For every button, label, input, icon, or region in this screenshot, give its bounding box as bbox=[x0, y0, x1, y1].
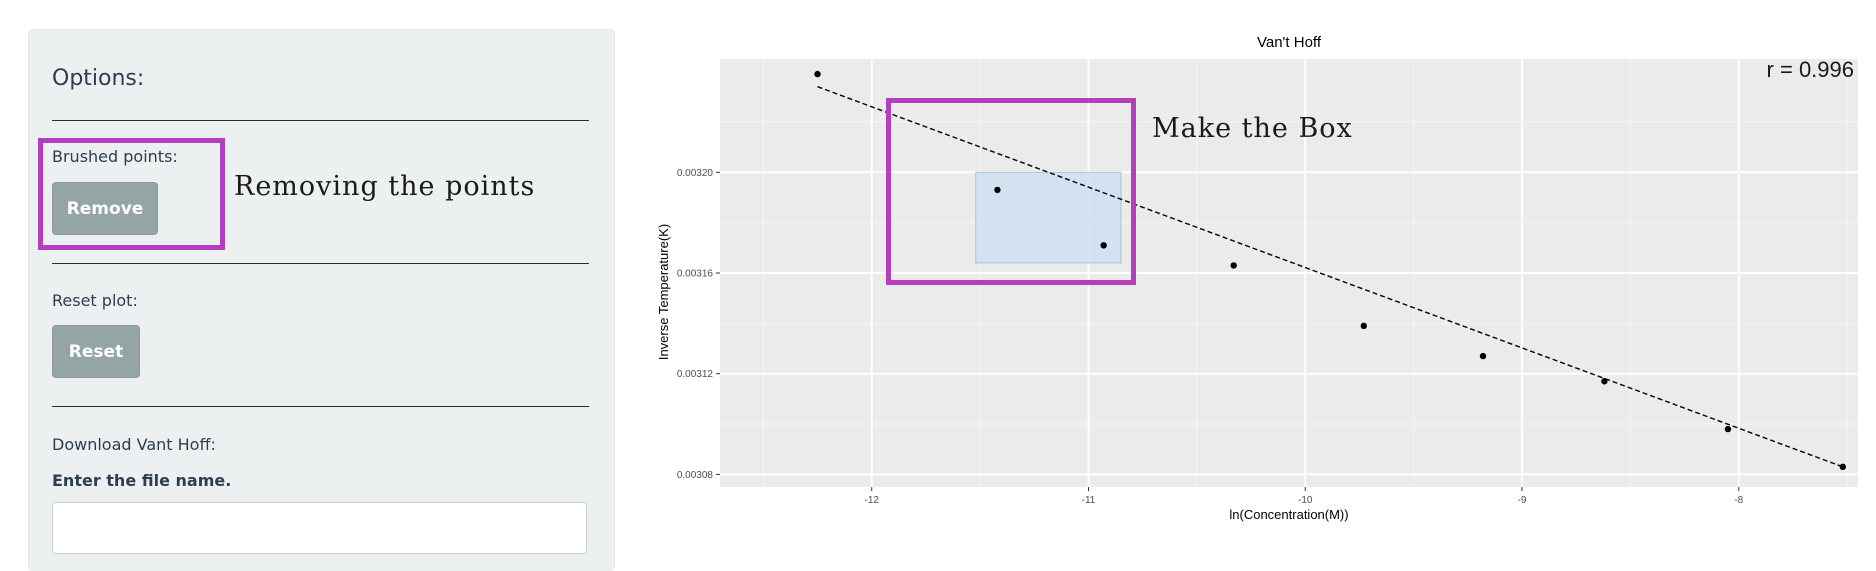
x-tick-label: -10 bbox=[1298, 495, 1313, 506]
brushed-points-label: Brushed points: bbox=[52, 147, 178, 166]
brush-selection[interactable] bbox=[975, 171, 1122, 264]
major-gridlines bbox=[720, 59, 1858, 487]
divider bbox=[52, 263, 589, 264]
data-point[interactable] bbox=[1601, 378, 1608, 385]
y-axis-title: Inverse Temperature(K) bbox=[656, 224, 671, 360]
box-annotation-text: Make the Box bbox=[1152, 113, 1353, 144]
data-point[interactable] bbox=[994, 186, 1001, 194]
download-vant-hoff-label: Download Vant Hoff: bbox=[52, 435, 216, 454]
data-point[interactable] bbox=[1839, 463, 1847, 471]
options-title: Options: bbox=[52, 66, 145, 91]
x-axis-title: ln(Concentration(M)) bbox=[1229, 507, 1348, 522]
x-tick-label: -12 bbox=[865, 495, 880, 506]
reset-plot-label: Reset plot: bbox=[52, 291, 138, 310]
remove-button[interactable]: Remove bbox=[52, 182, 158, 235]
data-point[interactable] bbox=[1100, 242, 1107, 249]
data-point[interactable] bbox=[1360, 322, 1367, 330]
data-points bbox=[814, 70, 1847, 471]
chart-title: Van't Hoff bbox=[1257, 34, 1322, 51]
y-tick-label: 0.00316 bbox=[677, 269, 714, 280]
data-point[interactable] bbox=[1479, 352, 1487, 360]
brush-highlight-box bbox=[886, 98, 1136, 285]
remove-highlight-box bbox=[38, 138, 225, 250]
remove-annotation-text: Removing the points bbox=[234, 171, 536, 202]
options-panel: Options: Brushed points: Remove Reset pl… bbox=[28, 29, 615, 571]
data-point[interactable] bbox=[814, 70, 821, 78]
x-tick-label: -8 bbox=[1734, 495, 1743, 506]
x-axis-ticks: -12 -11 -10 -9 -8 bbox=[865, 487, 1744, 506]
reset-button[interactable]: Reset bbox=[52, 325, 140, 378]
x-tick-label: -11 bbox=[1082, 495, 1096, 506]
data-point[interactable] bbox=[1724, 425, 1732, 433]
file-name-label: Enter the file name. bbox=[52, 471, 232, 490]
regression-line bbox=[817, 86, 1844, 468]
y-tick-label: 0.00320 bbox=[677, 168, 714, 179]
r-value-annotation: r = 0.996 bbox=[1767, 57, 1854, 82]
y-tick-label: 0.00308 bbox=[677, 470, 714, 481]
divider bbox=[52, 120, 589, 121]
y-axis-ticks: 0.00308 0.00312 0.00316 0.00320 bbox=[677, 168, 720, 481]
y-tick-label: 0.00312 bbox=[677, 369, 714, 380]
x-tick-label: -9 bbox=[1518, 495, 1527, 506]
file-name-input[interactable] bbox=[52, 502, 587, 554]
divider bbox=[52, 406, 589, 407]
data-point[interactable] bbox=[1230, 262, 1237, 269]
